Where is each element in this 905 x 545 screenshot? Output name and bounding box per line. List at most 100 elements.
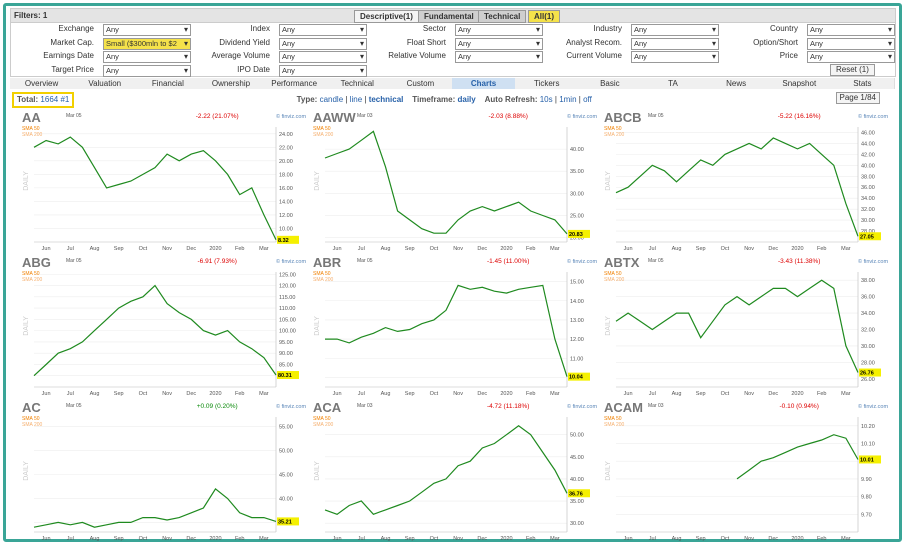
x-tick-label: Oct bbox=[721, 391, 730, 397]
y-tick-label: 100.00 bbox=[279, 329, 296, 335]
price-line bbox=[615, 137, 859, 237]
x-tick-label: 2020 bbox=[791, 391, 803, 397]
y-tick-label: 50.00 bbox=[279, 449, 293, 455]
date: Mar 05 bbox=[66, 258, 82, 264]
y-tick-label: 12.00 bbox=[570, 337, 584, 343]
chart-grid: 10.00 12.00 14.00 16.00 18.00 20.00 22.00 24.00… bbox=[22, 110, 888, 542]
view-tab[interactable]: TA bbox=[641, 78, 706, 89]
filter-select[interactable]: Any bbox=[807, 24, 895, 36]
view-tab[interactable]: Stats bbox=[830, 78, 895, 89]
type-label: Type: bbox=[296, 95, 318, 104]
reset-button[interactable]: Reset (1) bbox=[830, 64, 875, 76]
y-tick-label: 120.00 bbox=[279, 284, 296, 290]
view-tab[interactable]: News bbox=[704, 78, 769, 89]
filter-select[interactable]: Any bbox=[103, 51, 191, 63]
y-tick-label: 25.00 bbox=[570, 213, 584, 219]
filter-select[interactable]: Any bbox=[103, 24, 191, 36]
filter-select[interactable]: Any bbox=[279, 37, 367, 50]
y-tick-label: 16.00 bbox=[279, 186, 293, 192]
view-tab[interactable]: Financial bbox=[136, 78, 201, 89]
x-tick-label: Mar bbox=[841, 391, 851, 397]
x-tick-label: Jun bbox=[333, 246, 342, 252]
x-tick-label: Jul bbox=[67, 536, 74, 542]
x-tick-label: Nov bbox=[453, 246, 463, 252]
filter-tab[interactable]: Technical bbox=[478, 10, 527, 23]
x-tick-label: Aug bbox=[381, 246, 391, 252]
filter-select[interactable]: Any bbox=[807, 51, 895, 63]
y-tick-label: 50.00 bbox=[570, 433, 584, 439]
view-tab[interactable]: Custom bbox=[388, 78, 453, 89]
x-tick-label: Jun bbox=[42, 246, 51, 252]
view-tab[interactable]: Snapshot bbox=[767, 78, 832, 89]
filter-select[interactable]: Any bbox=[455, 51, 543, 63]
change: -1.45 (11.00%) bbox=[487, 258, 530, 265]
filter-select[interactable]: Any bbox=[279, 24, 367, 36]
refresh-option[interactable]: 1min bbox=[559, 95, 577, 104]
filter-select[interactable]: Any bbox=[279, 51, 367, 63]
filter-select[interactable]: Any bbox=[807, 37, 895, 50]
x-tick-label: Dec bbox=[477, 246, 487, 252]
ticker: ABCB bbox=[604, 110, 642, 125]
filter-select[interactable]: Any bbox=[103, 64, 191, 77]
x-tick-label: Sep bbox=[114, 391, 124, 397]
view-tab[interactable]: Charts bbox=[452, 78, 517, 89]
x-tick-label: Jun bbox=[42, 391, 51, 397]
view-tab[interactable]: Basic bbox=[578, 78, 643, 89]
y-tick-label: 30.00 bbox=[570, 521, 584, 527]
filter-select[interactable]: Any bbox=[631, 24, 719, 36]
watermark: DAILY bbox=[23, 171, 30, 191]
page-select[interactable]: Page 1/84 bbox=[835, 92, 880, 104]
filter-select[interactable]: Small ($300mln to $2 bbox=[103, 37, 191, 50]
refresh-option[interactable]: 10s bbox=[539, 95, 553, 104]
x-tick-label: Mar bbox=[259, 246, 269, 252]
sma200-label: SMA 200 bbox=[604, 422, 625, 428]
y-tick-label: 36.00 bbox=[861, 185, 875, 191]
x-tick-label: Dec bbox=[768, 391, 778, 397]
y-tick-label: 10.20 bbox=[861, 424, 875, 430]
x-tick-label: Aug bbox=[381, 391, 391, 397]
price-line bbox=[324, 425, 568, 516]
view-tab[interactable]: Valuation bbox=[73, 78, 138, 89]
filter-select[interactable]: Any bbox=[455, 24, 543, 36]
filter-label: Float Short bbox=[406, 37, 446, 47]
change: -6.91 (7.93%) bbox=[198, 258, 237, 265]
type-option[interactable]: technical bbox=[368, 95, 404, 104]
view-tab[interactable]: Overview bbox=[10, 78, 75, 89]
credit: © finviz.com bbox=[858, 258, 888, 265]
x-tick-label: Feb bbox=[817, 391, 826, 397]
x-tick-label: Mar bbox=[259, 536, 269, 542]
watermark: DAILY bbox=[605, 461, 612, 481]
y-tick-label: 42.00 bbox=[861, 152, 875, 158]
filter-select[interactable]: Any bbox=[279, 64, 367, 77]
sma50-label: SMA 50 bbox=[22, 126, 40, 132]
type-option[interactable]: candle bbox=[319, 95, 344, 104]
y-tick-label: 20.00 bbox=[570, 236, 584, 242]
view-tab[interactable]: Ownership bbox=[199, 78, 264, 89]
view-tab[interactable]: Tickers bbox=[515, 78, 580, 89]
timeframe[interactable]: daily bbox=[457, 95, 476, 104]
filter-select[interactable]: Any bbox=[455, 37, 543, 50]
x-tick-label: 2020 bbox=[209, 246, 221, 252]
filter-tab[interactable]: All(1) bbox=[528, 10, 560, 23]
watermark: DAILY bbox=[314, 316, 321, 336]
type-option[interactable]: line bbox=[349, 95, 363, 104]
price-label: 10.01 bbox=[860, 457, 874, 463]
filter-select[interactable]: Any bbox=[631, 51, 719, 63]
sma50-label: SMA 50 bbox=[22, 271, 40, 277]
filter-label: Country bbox=[769, 24, 798, 33]
y-tick-label: 28.00 bbox=[861, 360, 875, 366]
view-tab[interactable]: Technical bbox=[325, 78, 390, 89]
x-tick-label: Feb bbox=[235, 246, 244, 252]
refresh-option[interactable]: off bbox=[583, 95, 592, 104]
sma50-label: SMA 50 bbox=[604, 126, 622, 132]
x-tick-label: Aug bbox=[90, 391, 100, 397]
view-tab[interactable]: Performance bbox=[262, 78, 327, 89]
price-line bbox=[736, 434, 859, 480]
date: Mar 05 bbox=[648, 258, 664, 264]
y-tick-label: 46.00 bbox=[861, 130, 875, 136]
x-tick-label: Jun bbox=[624, 391, 633, 397]
x-tick-label: Oct bbox=[430, 536, 439, 542]
price-line bbox=[325, 284, 568, 377]
total: 1664 #1 bbox=[40, 95, 70, 104]
filter-select[interactable]: Any bbox=[631, 37, 719, 50]
